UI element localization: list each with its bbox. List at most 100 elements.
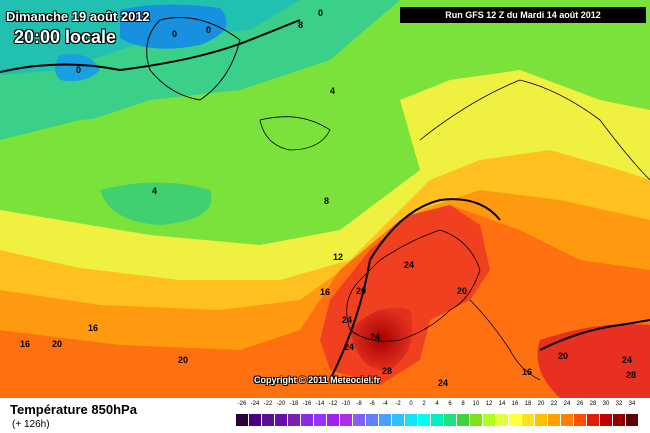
legend-tick-label: 14 [498,401,506,407]
color-swatch [483,414,496,426]
cold-region [100,182,212,225]
isotherm-line [539,319,650,351]
legend-tick-label: 34 [628,401,636,407]
legend-tick-label: -4 [382,401,388,407]
color-swatch [431,414,444,426]
legend-tick-label: -22 [263,401,273,407]
isotherm-label: 16 [88,323,98,333]
isotherm-label: 0 [76,65,81,75]
coastline [346,229,481,342]
legend-tick-label: 8 [461,401,465,407]
isotherm-label: 24 [404,260,414,270]
color-scale [236,414,639,426]
legend-tick-label: 2 [422,401,426,407]
color-swatch [587,414,600,426]
isotherm-label: 16 [522,367,532,377]
legend-tick-label: 28 [589,401,597,407]
color-swatch [418,414,431,426]
color-swatch [457,414,470,426]
model-run-banner: Run GFS 12 Z du Mardi 14 août 2012 [400,7,646,23]
color-swatch [405,414,418,426]
isotherm-label: 20 [558,351,568,361]
isotherm-label: 0 [206,25,211,35]
color-swatch [340,414,353,426]
lead-time: (+ 126h) [12,419,50,430]
color-swatch [626,414,639,426]
forecast-time: 20:00 locale [14,27,117,47]
color-swatch [574,414,587,426]
isotherm-line [0,19,301,73]
legend-tick-label: 24 [563,401,571,407]
legend-tick-label: 22 [550,401,558,407]
color-swatch [379,414,392,426]
legend-tick-label: -6 [369,401,375,407]
color-swatch [470,414,483,426]
coastline [469,299,541,381]
isotherm-line [329,198,501,381]
isotherm-label: 4 [152,186,157,196]
legend-tick-label: 32 [615,401,623,407]
isotherm-label: 0 [172,29,177,39]
isotherm-label: 4 [330,86,335,96]
color-swatch [496,414,509,426]
legend-tick-label: 0 [409,401,413,407]
legend-tick-label: -14 [315,401,325,407]
isotherm-label: 28 [626,370,636,380]
color-swatch [314,414,327,426]
color-swatch [392,414,405,426]
isotherm-label: 8 [298,20,303,30]
coastline [146,17,241,101]
isotherm-label: 0 [318,8,323,18]
isotherm-label: 24 [342,315,352,325]
color-swatch [249,414,262,426]
legend-tick-label: -24 [250,401,260,407]
color-swatch [275,414,288,426]
legend-tick-label: -26 [237,401,247,407]
legend-tick-label: -8 [356,401,362,407]
legend-tick-label: -2 [395,401,401,407]
isotherm-label: 28 [382,366,392,376]
isotherm-label: 16 [320,287,330,297]
legend-tick-label: 16 [511,401,519,407]
color-swatch [353,414,366,426]
color-swatch [509,414,522,426]
isotherm-label: 24 [438,378,448,388]
color-swatch [535,414,548,426]
color-swatch [613,414,626,426]
legend-tick-label: 30 [602,401,610,407]
legend-tick-label: -12 [328,401,338,407]
variable-title: Température 850hPa [10,402,137,417]
legend-tick-label: -10 [341,401,351,407]
color-swatch [262,414,275,426]
isotherm-label: 16 [20,339,30,349]
color-swatch [561,414,574,426]
atlantic-green [0,70,400,240]
coastline [419,79,650,181]
legend-tick-label: 4 [435,401,439,407]
isotherm-label: 20 [178,355,188,365]
isotherm-label: 24 [622,355,632,365]
color-swatch [522,414,535,426]
copyright: Copyright © 2011 Meteociel.fr [254,375,381,385]
temperature-map: 0 0 0 0 4 8 4 4 8 12 16 20 24 20 16 16 2… [0,0,650,398]
color-swatch [548,414,561,426]
isotherm-label: 8 [324,196,329,206]
color-swatch [236,414,249,426]
legend-tick-label: -18 [289,401,299,407]
color-swatch [327,414,340,426]
legend-tick-label: 10 [472,401,480,407]
color-swatch [288,414,301,426]
isotherm-label: 4 [66,32,71,42]
legend-tick-label: 12 [485,401,493,407]
legend-tick-label: -20 [276,401,286,407]
legend-tick-label: 18 [524,401,532,407]
color-swatch [600,414,613,426]
heatwave-core [537,324,650,398]
isotherm-label: 20 [356,286,366,296]
legend-tick-label: -16 [302,401,312,407]
heatwave-core [350,307,413,371]
color-swatch [301,414,314,426]
color-swatch [444,414,457,426]
legend-tick-label: 20 [537,401,545,407]
very-cold-pool [55,54,100,82]
